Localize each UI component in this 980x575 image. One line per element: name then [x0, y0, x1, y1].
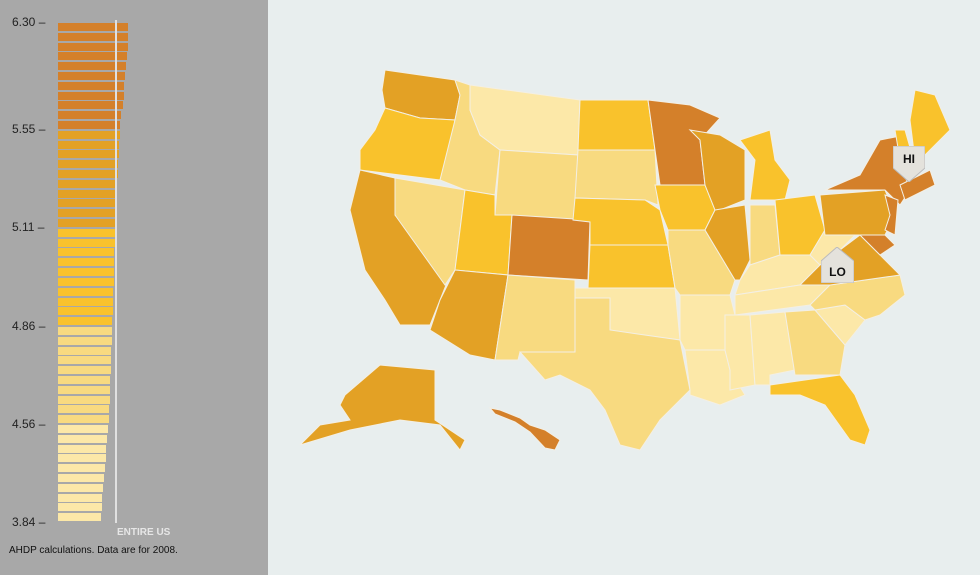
- state-bar: [58, 209, 116, 218]
- state-ia[interactable]: [654, 184, 716, 231]
- state-bar: [58, 336, 112, 345]
- state-bar: [58, 503, 102, 512]
- state-nc[interactable]: [809, 274, 906, 321]
- entire-us-label: ENTIRE US: [117, 527, 171, 538]
- state-bar: [58, 297, 113, 306]
- state-bar: [58, 268, 114, 277]
- state-bar: [58, 405, 110, 414]
- state-bar: [58, 189, 117, 198]
- entire-us-line: [115, 20, 117, 523]
- state-or[interactable]: [359, 107, 456, 181]
- state-bar: [58, 385, 110, 394]
- state-sne[interactable]: [899, 169, 936, 201]
- state-bar: [58, 62, 126, 71]
- state-bar: [58, 42, 128, 51]
- state-bar: [58, 91, 124, 100]
- state-bar: [58, 101, 123, 110]
- state-bar: [58, 23, 128, 31]
- state-ga[interactable]: [784, 309, 846, 376]
- state-bar: [58, 366, 111, 375]
- state-bar: [58, 346, 112, 355]
- legend-panel: 6.30 – 5.55 – 5.11 – 4.86 – 4.56 – 3.84 – ENT…: [0, 0, 268, 575]
- state-nj[interactable]: [884, 194, 899, 236]
- state-bar: [58, 228, 115, 237]
- state-bar: [58, 375, 111, 384]
- state-bar: [58, 395, 110, 404]
- state-bar: [58, 160, 119, 169]
- state-bar: [58, 179, 118, 188]
- tick-label: 3.84 –: [12, 515, 46, 529]
- state-md[interactable]: [825, 234, 896, 256]
- state-bar: [58, 32, 128, 41]
- state-bar: [58, 238, 115, 247]
- state-bar: [58, 72, 125, 81]
- state-co[interactable]: [507, 214, 591, 281]
- state-bar: [58, 130, 120, 139]
- state-bar: [58, 483, 104, 492]
- state-wy[interactable]: [494, 149, 579, 221]
- state-bar: [58, 434, 108, 443]
- lo-label: LO: [829, 265, 846, 279]
- state-bar: [58, 111, 122, 120]
- state-il[interactable]: [704, 204, 751, 281]
- state-bar: [58, 287, 114, 296]
- tick-label: 5.55 –: [12, 122, 46, 136]
- state-tx[interactable]: [518, 297, 691, 451]
- state-bar: [58, 258, 115, 267]
- state-bar: [58, 140, 120, 149]
- state-bar: [58, 81, 125, 90]
- state-bar: [58, 473, 104, 482]
- state-bar: [58, 493, 103, 502]
- state-bar: [58, 454, 106, 463]
- state-me[interactable]: [909, 89, 951, 161]
- tick-label: 4.86 –: [12, 319, 46, 333]
- tick-label: 6.30 –: [12, 15, 46, 29]
- state-bar: [58, 424, 109, 433]
- state-bar: [58, 248, 115, 257]
- state-pa[interactable]: [819, 189, 896, 236]
- us-map: [299, 69, 951, 451]
- state-ks[interactable]: [587, 244, 676, 289]
- state-bar: [58, 326, 112, 335]
- source-note: AHDP calculations. Data are for 2008.: [9, 545, 178, 556]
- state-bar: [58, 307, 113, 316]
- state-ak[interactable]: [299, 364, 466, 451]
- state-mi[interactable]: [739, 129, 791, 201]
- tick-label: 5.11 –: [12, 220, 45, 234]
- state-hi[interactable]: [488, 407, 561, 451]
- state-bar: [58, 219, 116, 228]
- state-bar: [58, 170, 118, 179]
- state-bar: [58, 464, 105, 473]
- state-bar: [58, 356, 111, 365]
- state-bar: [58, 513, 101, 522]
- hi-marker: HI: [892, 145, 926, 183]
- state-bar: [58, 317, 113, 326]
- state-bar: [58, 444, 107, 453]
- state-bar: [58, 52, 128, 61]
- lo-marker: LO: [820, 246, 855, 284]
- state-bar: [58, 150, 119, 159]
- state-nd[interactable]: [577, 99, 656, 151]
- tick-label: 4.56 –: [12, 417, 46, 431]
- state-bar: [58, 121, 121, 130]
- state-sd[interactable]: [574, 149, 659, 206]
- state-fl[interactable]: [769, 374, 871, 446]
- state-bar: [58, 415, 109, 424]
- state-nm[interactable]: [494, 274, 576, 361]
- state-bar: [58, 199, 116, 208]
- state-bar: [58, 277, 114, 286]
- state-nv[interactable]: [394, 177, 466, 286]
- hi-label: HI: [903, 152, 915, 166]
